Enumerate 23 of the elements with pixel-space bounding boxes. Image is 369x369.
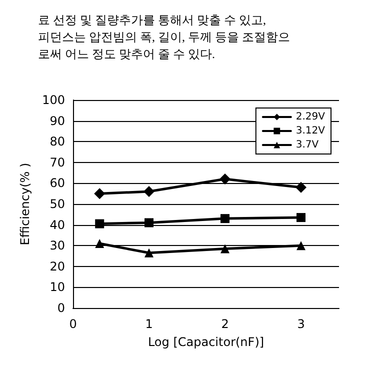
y-tick-label: 0: [57, 301, 65, 315]
y-axis-title: Efficiency(% ): [18, 162, 32, 246]
legend-label: 2.29V: [296, 112, 326, 122]
y-tick-label: 80: [50, 134, 65, 149]
y-tick-label: 10: [50, 280, 65, 294]
legend-label: 3.7V: [296, 140, 319, 150]
legend-label: 3.12V: [296, 126, 326, 136]
y-tick-label: 30: [50, 238, 65, 253]
y-tick-label: 60: [50, 176, 65, 190]
x-tick-label: 2: [221, 317, 229, 331]
text: 로써 어느 정도 맞추어 줄 수 있다.: [38, 47, 215, 61]
x-axis-title: Log [Capacitor(nF)]: [148, 335, 264, 349]
y-tick-label: 50: [50, 197, 65, 211]
y-tick-label: 70: [50, 155, 65, 170]
y-tick-label: 20: [50, 259, 65, 274]
x-tick-label: 0: [69, 317, 77, 331]
y-tick-label: 90: [50, 114, 65, 128]
x-tick-label: 1: [145, 317, 153, 331]
text: 피던스는 압전빔의 폭, 길이, 두께 등을 조절함으: [38, 30, 290, 44]
y-tick-label: 40: [50, 218, 65, 232]
x-tick-label: 3: [297, 317, 305, 331]
y-tick-label: 100: [42, 93, 65, 107]
text: 료 선정 및 질량추가를 통해서 맞출 수 있고,: [38, 13, 266, 27]
